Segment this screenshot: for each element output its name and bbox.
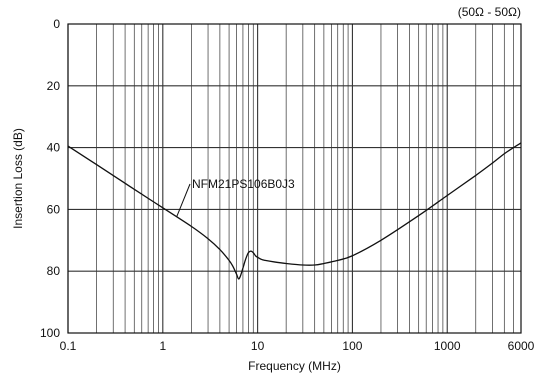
x-tick-label: 100 [342,339,362,353]
y-tick-label: 0 [53,17,60,31]
y-axis-label: Insertion Loss (dB) [11,128,25,229]
annotation-leader-line [176,183,191,218]
series-annotation-label: NFM21PS106B0J3 [192,177,295,191]
y-tick-label: 20 [47,79,61,93]
y-tick-label: 40 [47,141,61,155]
y-tick-labels: 0 20 40 60 80 100 [40,17,60,340]
chart-subtitle: (50Ω - 50Ω) [458,5,521,19]
x-tick-label: 10 [251,339,265,353]
y-tick-label: 80 [47,264,61,278]
x-axis-label: Frequency (MHz) [248,359,341,373]
y-tick-label: 100 [40,326,60,340]
x-tick-labels: 0.1 1 10 100 1000 6000 [60,339,535,353]
x-tick-label: 6000 [508,339,535,353]
grid [67,23,522,334]
x-tick-label: 1 [159,339,166,353]
series-line-nfm21ps106b0j3 [67,142,522,280]
x-tick-label: 1000 [434,339,461,353]
y-tick-label: 60 [47,202,61,216]
plot-frame [67,23,522,334]
x-tick-label: 0.1 [60,339,77,353]
